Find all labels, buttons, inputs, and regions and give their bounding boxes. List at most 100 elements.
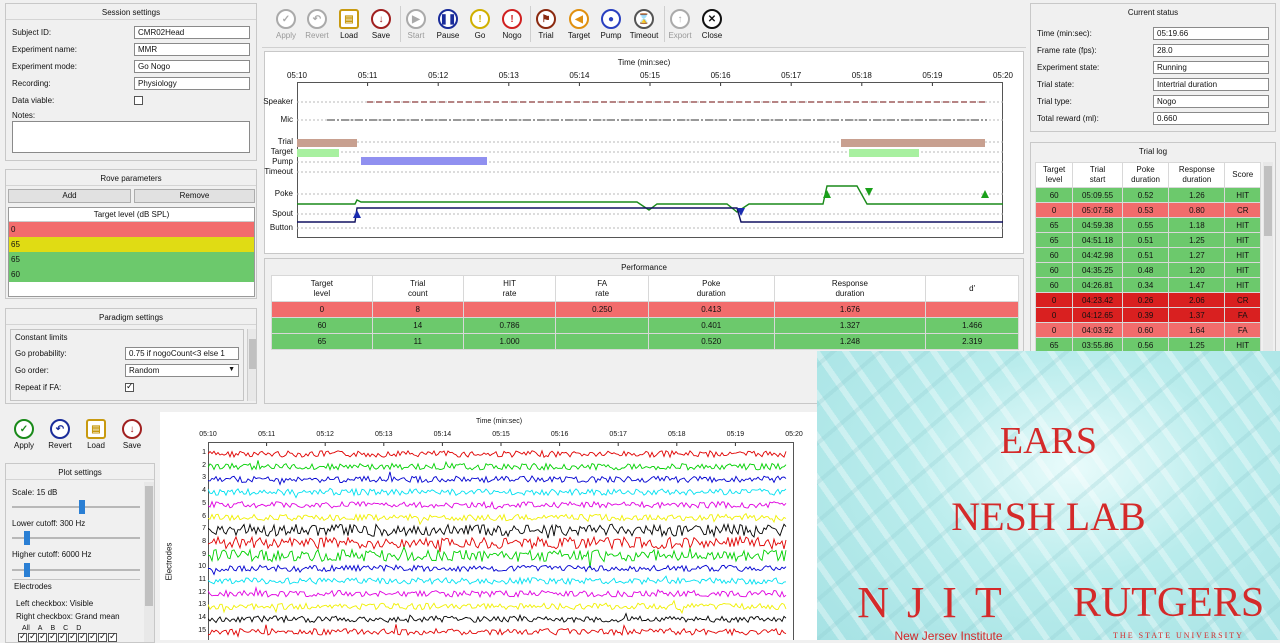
table-row[interactable]: 60 04:35.25 0.48 1.20 HIT xyxy=(1034,262,1261,278)
lower-apply-button[interactable]: ✓ Apply xyxy=(8,419,40,450)
electrode-checkbox[interactable] xyxy=(88,631,97,642)
experiment-mode-input[interactable]: Go Nogo xyxy=(134,60,250,73)
table-row[interactable]: 0 04:03.92 0.60 1.64 FA xyxy=(1034,322,1261,338)
experiment-name-input[interactable]: MMR xyxy=(134,43,250,56)
save-button[interactable]: ↓ Save xyxy=(365,9,397,40)
experiment-name-label: Experiment name: xyxy=(12,45,77,54)
plot-settings-title: Plot settings xyxy=(6,464,154,480)
load-button[interactable]: ▤ Load xyxy=(333,9,365,40)
pump-button[interactable]: ● Pump xyxy=(595,9,627,40)
plot-settings-scrollbar[interactable] xyxy=(144,482,154,642)
repeat-fa-checkbox[interactable] xyxy=(125,381,134,392)
electrode-checkbox[interactable] xyxy=(98,631,107,642)
target-button[interactable]: ◀ Target xyxy=(563,9,595,40)
drop-icon: ● xyxy=(601,9,621,29)
table-row[interactable]: 65 04:51.18 0.51 1.25 HIT xyxy=(1034,232,1261,248)
close-button[interactable]: ✕ Close xyxy=(696,9,728,40)
logo-njit: NJIT xyxy=(857,578,1020,627)
electrode-checkbox[interactable] xyxy=(78,631,87,642)
x-tick-label: 05:14 xyxy=(569,71,590,80)
scale-slider-handle[interactable] xyxy=(79,500,86,514)
speaker-icon: ◀ xyxy=(569,9,589,29)
paradigm-scrollbar[interactable] xyxy=(247,329,256,401)
channel-label: 7 xyxy=(202,525,206,533)
lower-cutoff-label: Lower cutoff: 300 Hz xyxy=(12,519,86,528)
rove-row[interactable]: 60 xyxy=(9,267,254,282)
electrode-checkbox[interactable] xyxy=(18,631,27,642)
table-row[interactable]: 60 04:26.81 0.34 1.47 HIT xyxy=(1034,277,1261,293)
table-row[interactable]: 60 05:09.55 0.52 1.26 HIT xyxy=(1034,187,1261,203)
start-button[interactable]: ▶ Start xyxy=(400,9,432,40)
recording-row: Recording: Physiology xyxy=(6,75,256,92)
channel-label: 10 xyxy=(198,563,206,571)
electrode-trace xyxy=(208,487,787,499)
ephys-canvas[interactable] xyxy=(208,442,794,640)
revert-button[interactable]: ↶ Revert xyxy=(301,9,333,40)
electrode-trace xyxy=(208,512,787,526)
higher-cutoff-slider-handle[interactable] xyxy=(24,563,31,577)
lower-cutoff-slider-handle[interactable] xyxy=(24,531,31,545)
status-trial-state-field: Intertrial duration xyxy=(1153,78,1269,91)
table-row[interactable]: 65 03:55.86 0.56 1.25 HIT xyxy=(1034,337,1261,353)
go-order-select[interactable]: Random ▼ xyxy=(125,364,239,377)
channel-label: Poke xyxy=(274,189,293,198)
channel-label: 5 xyxy=(202,499,206,507)
go-probability-input[interactable]: 0.75 if nogoCount<3 else 1 xyxy=(125,347,239,360)
timeout-icon: ⌛ xyxy=(634,9,654,29)
x-tick-label: 05:17 xyxy=(781,71,802,80)
table-row[interactable]: 0 05:07.58 0.53 0.80 CR xyxy=(1034,202,1261,218)
data-viable-checkbox[interactable] xyxy=(134,96,143,105)
notes-textarea[interactable] xyxy=(12,121,250,153)
table-row[interactable]: 0 04:12.65 0.39 1.37 FA xyxy=(1034,307,1261,323)
electrodes-group: Electrodes Left checkbox: Visible Right … xyxy=(12,579,140,642)
apply-button[interactable]: ✓ Apply xyxy=(270,9,302,40)
remove-button[interactable]: Remove xyxy=(134,189,255,203)
channel-label: Target xyxy=(270,147,293,156)
rove-row[interactable]: 65 xyxy=(9,252,254,267)
lower-load-button[interactable]: ▤ Load xyxy=(80,419,112,450)
electrode-checkbox[interactable] xyxy=(38,631,47,642)
table-row[interactable]: 0 04:23.42 0.26 2.06 CR xyxy=(1034,292,1261,308)
close-icon: ✕ xyxy=(702,9,722,29)
electrode-checkbox[interactable] xyxy=(48,631,57,642)
recording-input[interactable]: Physiology xyxy=(134,77,250,90)
channel-label: Mic xyxy=(280,115,293,124)
paradigm-settings-panel: Paradigm settings Constant limits Go pro… xyxy=(5,308,257,404)
play-icon: ▶ xyxy=(406,9,426,29)
rove-table: Target level (dB SPL) 0 65 65 60 xyxy=(8,207,255,297)
lower-revert-button[interactable]: ↶ Revert xyxy=(44,419,76,450)
rove-row[interactable]: 65 xyxy=(9,237,254,252)
timeout-button[interactable]: ⌛ Timeout xyxy=(628,9,660,40)
lower-cutoff-slider[interactable] xyxy=(12,531,140,545)
electrode-checkbox[interactable] xyxy=(68,631,77,642)
higher-cutoff-slider[interactable] xyxy=(12,563,140,577)
go-button[interactable]: ! Go xyxy=(464,9,496,40)
trial-log-scrollbar[interactable] xyxy=(1263,162,1273,352)
table-row[interactable]: 65 11 1.000 0.520 1.248 2.319 xyxy=(271,333,1019,350)
event-plot-canvas[interactable] xyxy=(297,82,1003,238)
table-row[interactable]: 65 04:59.38 0.55 1.18 HIT xyxy=(1034,217,1261,233)
export-button[interactable]: ↑ Export xyxy=(664,9,696,40)
trial-button[interactable]: ⚑ Trial xyxy=(530,9,562,40)
performance-panel: Performance Target level Trial count HIT… xyxy=(264,258,1024,404)
status-row: Trial type: Nogo xyxy=(1031,93,1275,110)
status-row: Trial state: Intertrial duration xyxy=(1031,76,1275,93)
electrode-checkbox[interactable] xyxy=(28,631,37,642)
rove-row[interactable]: 0 xyxy=(9,222,254,237)
status-row: Total reward (ml): 0.660 xyxy=(1031,110,1275,127)
add-button[interactable]: Add xyxy=(8,189,131,203)
status-row: Time (min:sec): 05:19.66 xyxy=(1031,25,1275,42)
table-row[interactable]: 60 14 0.786 0.401 1.327 1.466 xyxy=(271,317,1019,334)
scale-slider[interactable] xyxy=(12,500,140,514)
x-tick-label: 05:11 xyxy=(258,431,276,438)
subject-id-input[interactable]: CMR02Head xyxy=(134,26,250,39)
lower-save-button[interactable]: ↓ Save xyxy=(116,419,148,450)
log-header: Score xyxy=(1224,162,1261,188)
experiment-mode-row: Experiment mode: Go Nogo xyxy=(6,58,256,75)
table-row[interactable]: 60 04:42.98 0.51 1.27 HIT xyxy=(1034,247,1261,263)
electrode-checkbox[interactable] xyxy=(108,631,117,642)
table-row[interactable]: 0 8 0.250 0.413 1.676 xyxy=(271,301,1019,318)
nogo-button[interactable]: ! Nogo xyxy=(496,9,528,40)
electrode-checkbox[interactable] xyxy=(58,631,67,642)
pause-button[interactable]: ❚❚ Pause xyxy=(432,9,464,40)
